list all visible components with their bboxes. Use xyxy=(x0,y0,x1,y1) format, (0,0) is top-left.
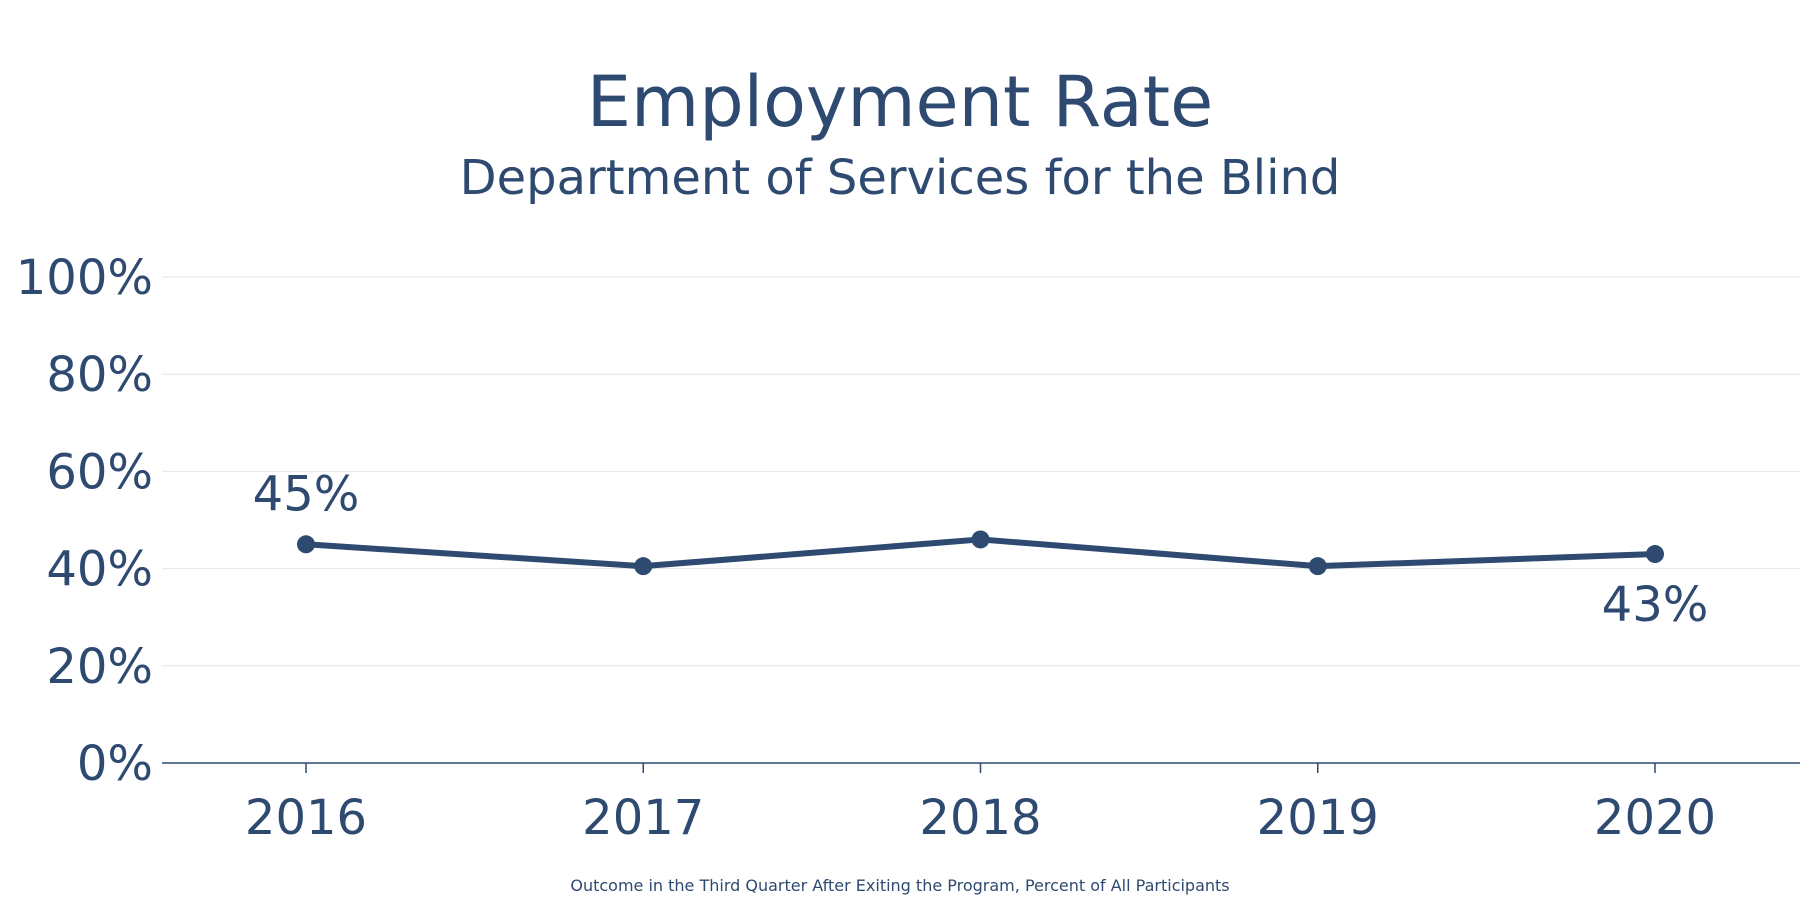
chart-caption: Outcome in the Third Quarter After Exiti… xyxy=(570,876,1230,895)
x-tick-label: 2020 xyxy=(1594,790,1716,846)
data-label-2016: 45% xyxy=(253,466,360,522)
y-tick-label: 60% xyxy=(46,444,153,500)
chart-subtitle: Department of Services for the Blind xyxy=(459,150,1341,206)
data-point-2018 xyxy=(971,530,990,549)
x-tick-label: 2019 xyxy=(1257,790,1379,846)
y-axis-ticks: 0% 20% 40% 60% 80% 100% xyxy=(16,250,153,792)
data-label-2020: 43% xyxy=(1602,577,1709,633)
gridlines xyxy=(162,276,1800,667)
chart-title: Employment Rate xyxy=(586,61,1214,143)
data-point-2017 xyxy=(634,557,653,576)
x-tick-label: 2016 xyxy=(245,790,367,846)
data-point-2016 xyxy=(297,535,315,554)
data-point-2019 xyxy=(1308,557,1327,576)
x-tick-label: 2017 xyxy=(582,790,704,846)
y-tick-label: 40% xyxy=(46,542,153,598)
data-point-2020 xyxy=(1646,545,1664,564)
x-axis: 2016 2017 2018 2019 2020 xyxy=(162,762,1800,846)
data-labels: 45% 43% xyxy=(253,466,1709,633)
y-tick-label: 20% xyxy=(46,639,153,695)
x-tick-label: 2018 xyxy=(919,790,1041,846)
y-tick-label: 100% xyxy=(16,250,153,306)
y-tick-label: 80% xyxy=(46,347,153,403)
y-tick-label: 0% xyxy=(77,736,153,792)
series-group xyxy=(297,530,1664,576)
